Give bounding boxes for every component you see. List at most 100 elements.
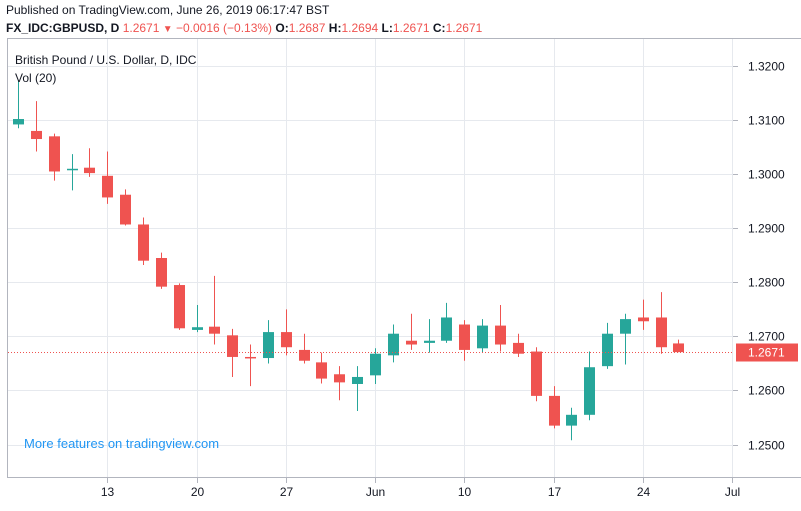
candle-body (299, 349, 310, 361)
candle-body (138, 224, 149, 261)
candle-body (549, 395, 560, 426)
candle-body (156, 258, 167, 287)
date-tick-label: Jun (366, 485, 385, 499)
candle (49, 133, 60, 181)
candle (156, 252, 167, 289)
low-label: L: (381, 21, 393, 35)
date-tick-label: 20 (191, 485, 205, 499)
candle-body (584, 367, 595, 415)
price-tick-label: 1.2700 (748, 330, 785, 344)
candle-body (513, 342, 524, 354)
candle-body (49, 136, 60, 172)
candles (13, 80, 684, 441)
candle (174, 283, 185, 330)
candle-body (638, 317, 649, 322)
candle (459, 320, 470, 361)
candle (334, 366, 345, 401)
current-price-badge (736, 343, 798, 362)
candle-body (245, 356, 256, 359)
candle (602, 322, 613, 369)
candle-body (209, 326, 220, 334)
candle-body (31, 130, 42, 140)
candle-body (602, 333, 613, 367)
candle (531, 347, 542, 402)
promo-link[interactable]: More features on tradingview.com (24, 436, 220, 451)
candle-body (531, 351, 542, 396)
symbol-label: FX_IDC:GBPUSD, D (6, 21, 120, 35)
candle (120, 189, 131, 226)
candle-body (281, 332, 292, 348)
volume-legend[interactable]: Vol (20) (15, 71, 57, 85)
date-tick-label: 17 (548, 485, 562, 499)
candle (84, 148, 95, 177)
candle-body (192, 327, 203, 330)
candle (263, 320, 274, 364)
candle (281, 309, 292, 356)
candle (138, 217, 149, 266)
candle (424, 319, 435, 353)
price-tick-label: 1.3200 (748, 60, 785, 74)
candle-body (673, 343, 684, 353)
candle-body (334, 374, 345, 383)
candle-body (459, 324, 470, 350)
candle (227, 328, 238, 377)
candle-body (227, 335, 238, 357)
current-price-line: 1.2671 (8, 343, 798, 362)
candle (513, 333, 524, 357)
candle (406, 313, 417, 350)
price-axis[interactable] (733, 38, 801, 478)
candle-body (263, 332, 274, 359)
candle-body (566, 414, 577, 426)
candle-body (620, 319, 631, 334)
current-price-label: 1.2671 (748, 346, 785, 360)
candle (13, 80, 24, 129)
chart-legend-title: British Pound / U.S. Dollar, D, IDC (15, 53, 197, 67)
date-tick-label: 13 (101, 485, 115, 499)
date-tick-labels: 13 20 27 Jun 10 17 24 Jul (101, 485, 740, 499)
open-label: O: (275, 21, 289, 35)
price-tick-label: 1.2900 (748, 222, 785, 236)
open-value: 1.2687 (288, 21, 326, 35)
candle (388, 324, 399, 363)
candle (549, 386, 560, 429)
candle-body (424, 340, 435, 343)
low-value: 1.2671 (392, 21, 430, 35)
candle-body (441, 317, 452, 341)
candle-body (13, 119, 24, 125)
candle (316, 352, 327, 384)
close-value: 1.2671 (445, 21, 483, 35)
date-tick-label: 24 (637, 485, 651, 499)
high-label: H: (328, 21, 342, 35)
candle-body (352, 376, 363, 384)
candle (495, 305, 506, 352)
close-label: C: (432, 21, 446, 35)
published-note: Published on TradingView.com, June 26, 2… (6, 3, 330, 17)
candle (299, 333, 310, 364)
candle-body (174, 285, 185, 329)
down-arrow-icon: ▼ (162, 24, 173, 35)
price-tick-label: 1.2600 (748, 384, 785, 398)
candle-body (495, 325, 506, 345)
candle (638, 299, 649, 330)
candle (352, 366, 363, 412)
date-tick-label: 10 (458, 485, 472, 499)
high-value: 1.2694 (341, 21, 379, 35)
price-tick-label: 1.3100 (748, 114, 785, 128)
candle (656, 292, 667, 354)
candle (31, 101, 42, 152)
candle-body (370, 353, 381, 376)
candle-body (388, 333, 399, 356)
last-price: 1.2671 (122, 21, 160, 35)
candle (477, 319, 488, 353)
change-value: −0.0016 (−0.13%) (175, 21, 273, 35)
candle (245, 344, 256, 387)
candle (102, 151, 113, 204)
candle (370, 348, 381, 384)
price-tick-label: 1.2500 (748, 439, 785, 453)
candle-body (67, 168, 78, 171)
candle (584, 351, 595, 421)
date-tick-label: Jul (725, 485, 740, 499)
candle (673, 339, 684, 353)
candle-body (84, 167, 95, 174)
